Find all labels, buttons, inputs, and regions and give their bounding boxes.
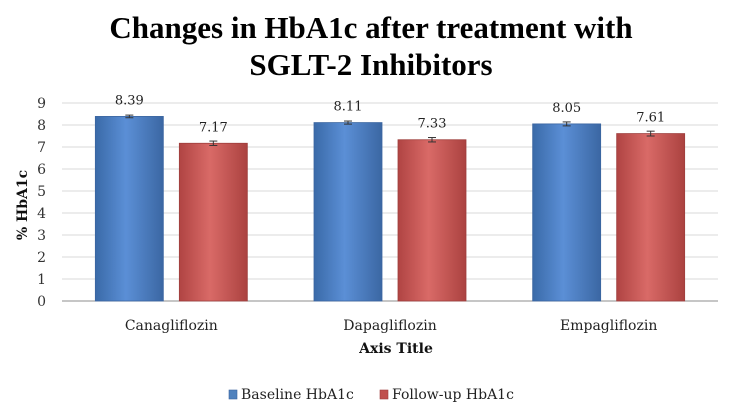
y-tick-label: 3 bbox=[37, 228, 46, 244]
bar-follow-up bbox=[178, 142, 248, 302]
data-label: 7.61 bbox=[636, 111, 665, 126]
bar-follow-up bbox=[397, 139, 467, 302]
bar-baseline bbox=[94, 116, 164, 302]
x-axis-title: Axis Title bbox=[358, 341, 433, 357]
data-label: 8.05 bbox=[552, 101, 581, 116]
y-tick-label: 6 bbox=[37, 162, 46, 178]
y-tick-label: 0 bbox=[37, 294, 46, 310]
x-tick-labels: Canagliflozin Dapagliflozin Empagliflozin bbox=[125, 318, 658, 334]
bar-baseline bbox=[532, 123, 602, 302]
y-tick-label: 7 bbox=[37, 140, 46, 156]
y-tick-label: 9 bbox=[37, 96, 46, 112]
data-labels: 8.39 7.17 8.11 7.33 8.05 7.61 bbox=[115, 93, 665, 135]
y-tick-label: 1 bbox=[37, 272, 46, 288]
legend: Baseline HbA1c Follow-up HbA1c bbox=[228, 387, 514, 403]
data-label: 8.39 bbox=[115, 93, 144, 108]
y-tick-label: 5 bbox=[37, 184, 46, 200]
gridlines bbox=[62, 102, 718, 302]
legend-label-baseline: Baseline HbA1c bbox=[241, 387, 354, 403]
x-tick-label: Canagliflozin bbox=[125, 318, 218, 334]
bars bbox=[94, 114, 686, 302]
y-axis-title: % HbA1c bbox=[15, 170, 31, 240]
x-tick-label: Empagliflozin bbox=[560, 318, 657, 334]
legend-swatch-follow-up bbox=[379, 389, 389, 400]
y-tick-label: 4 bbox=[37, 206, 46, 222]
y-tick-label: 8 bbox=[37, 118, 46, 134]
legend-swatch-baseline bbox=[228, 389, 238, 400]
y-tick-label: 2 bbox=[37, 250, 46, 266]
bar-baseline bbox=[313, 122, 383, 302]
chart-title-line-2: SGLT-2 Inhibitors bbox=[249, 47, 492, 82]
data-label: 7.17 bbox=[199, 120, 228, 135]
y-tick-labels: 0 1 2 3 4 5 6 7 8 9 bbox=[37, 96, 46, 310]
data-label: 8.11 bbox=[334, 100, 363, 115]
bar-follow-up bbox=[616, 133, 686, 302]
legend-label-follow-up: Follow-up HbA1c bbox=[392, 387, 514, 403]
data-label: 7.33 bbox=[418, 117, 447, 132]
x-tick-label: Dapagliflozin bbox=[343, 318, 436, 334]
chart-title-line-1: Changes in HbA1c after treatment with bbox=[109, 10, 632, 45]
